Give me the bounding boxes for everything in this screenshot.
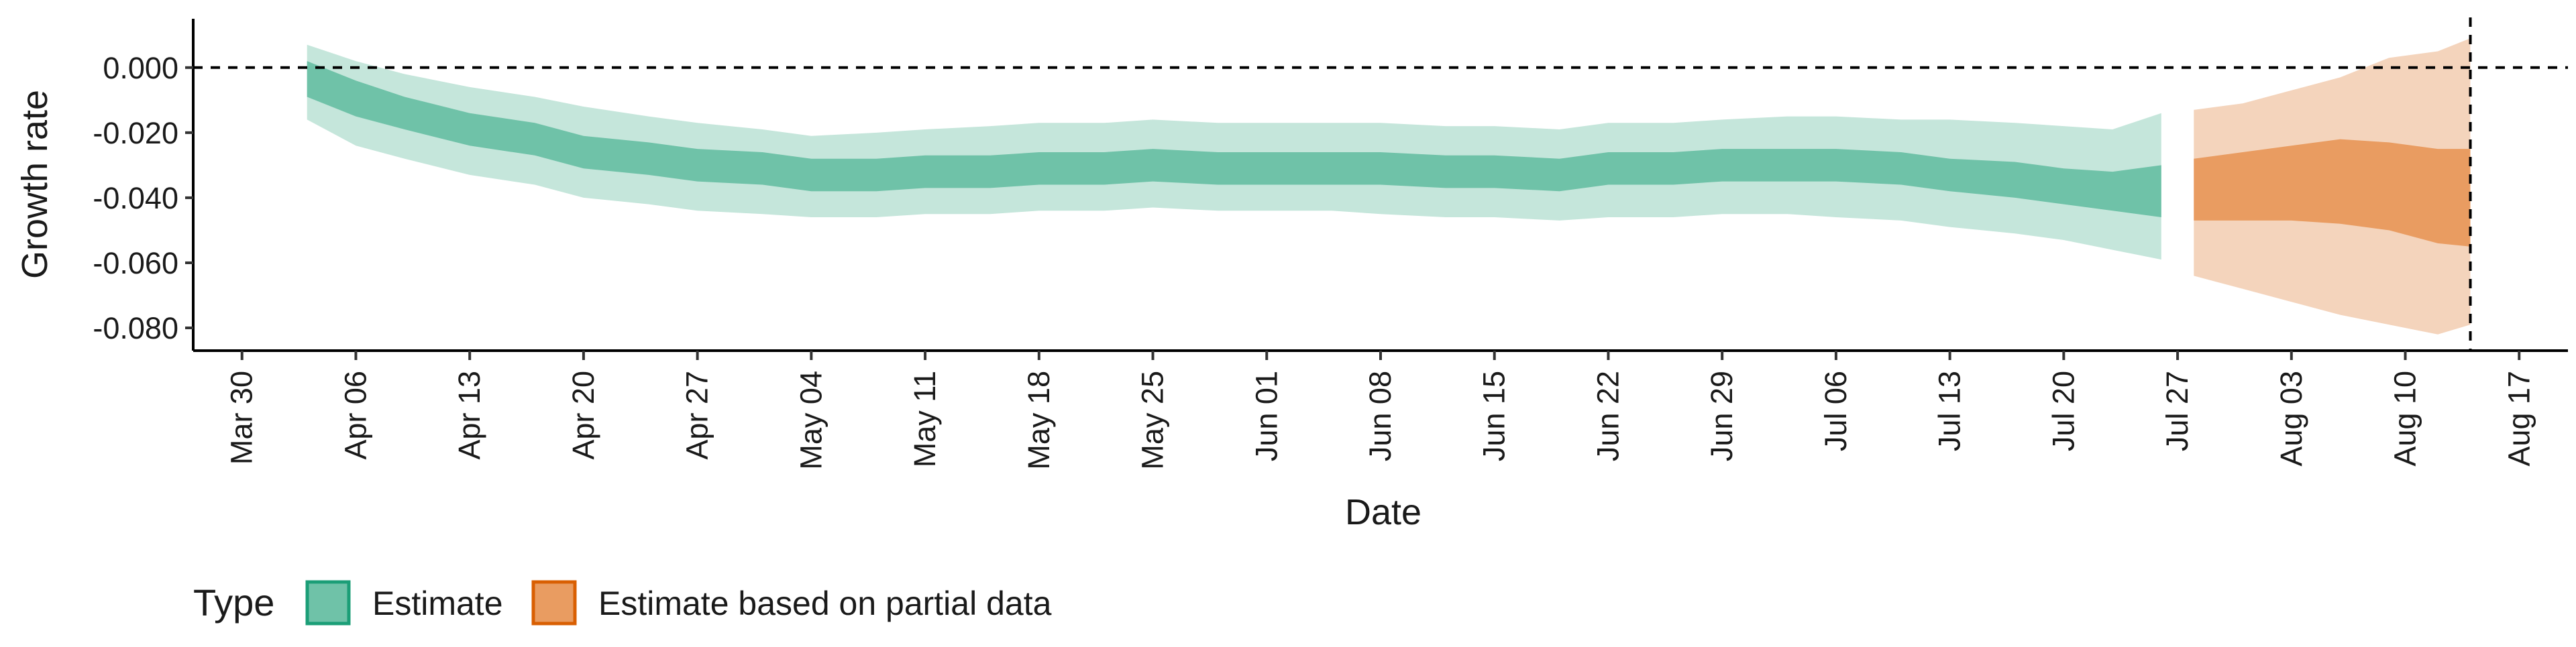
x-tick-label: Aug 03: [2274, 371, 2308, 467]
band-50-estimate: [307, 61, 2161, 217]
x-tick-label: Jul 20: [2046, 371, 2080, 451]
x-tick-label: May 04: [794, 371, 828, 470]
x-tick-label: Jun 01: [1249, 371, 1283, 461]
x-tick-label: Mar 30: [225, 371, 259, 465]
y-tick-label: -0.020: [93, 116, 178, 150]
y-tick-label: -0.040: [93, 181, 178, 215]
legend-label-partial-data: Estimate based on partial data: [598, 585, 1052, 622]
legend: Type Estimate Estimate based on partial …: [193, 580, 1052, 626]
y-tick-label: -0.080: [93, 311, 178, 345]
band-90-estimate: [307, 44, 2161, 260]
legend-key-estimate: [305, 580, 351, 626]
x-tick-label: May 18: [1022, 371, 1056, 470]
y-axis-title: Growth rate: [15, 90, 55, 279]
y-tick-label: 0.000: [103, 51, 178, 85]
axes-layer: 0.000 -0.020 -0.040 -0.060 -0.080 Mar 30 Apr 0…: [93, 19, 2568, 470]
x-tick-label: Jun 15: [1477, 371, 1511, 461]
x-tick-label: May 25: [1136, 371, 1170, 470]
legend-label-estimate: Estimate: [372, 585, 503, 622]
x-tick-label: May 11: [908, 371, 942, 467]
x-axis-title: Date: [1345, 492, 1421, 532]
x-tick-label: Jul 13: [1933, 371, 1967, 451]
x-tick-label: Apr 06: [338, 371, 372, 460]
x-tick-label: Apr 20: [566, 371, 600, 460]
x-tick-label: Jun 29: [1705, 371, 1739, 461]
x-tick-label: Jul 06: [1819, 371, 1853, 451]
x-tick-label: Jun 22: [1591, 371, 1625, 461]
legend-key-partial-data: [531, 580, 577, 626]
y-tick-label: -0.060: [93, 246, 178, 280]
band-layer: [307, 38, 2471, 335]
x-tick-label: Aug 17: [2502, 371, 2536, 467]
x-tick-label: Jul 27: [2160, 371, 2194, 451]
x-tick-label: Aug 10: [2388, 371, 2422, 467]
x-tick-label: Apr 27: [680, 371, 714, 460]
reference-line-layer: [193, 17, 2568, 351]
legend-title: Type: [193, 581, 274, 624]
x-tick-label: Apr 13: [452, 371, 486, 460]
band-50-partial-data: [2194, 139, 2471, 247]
x-tick-label: Jun 08: [1363, 371, 1397, 461]
